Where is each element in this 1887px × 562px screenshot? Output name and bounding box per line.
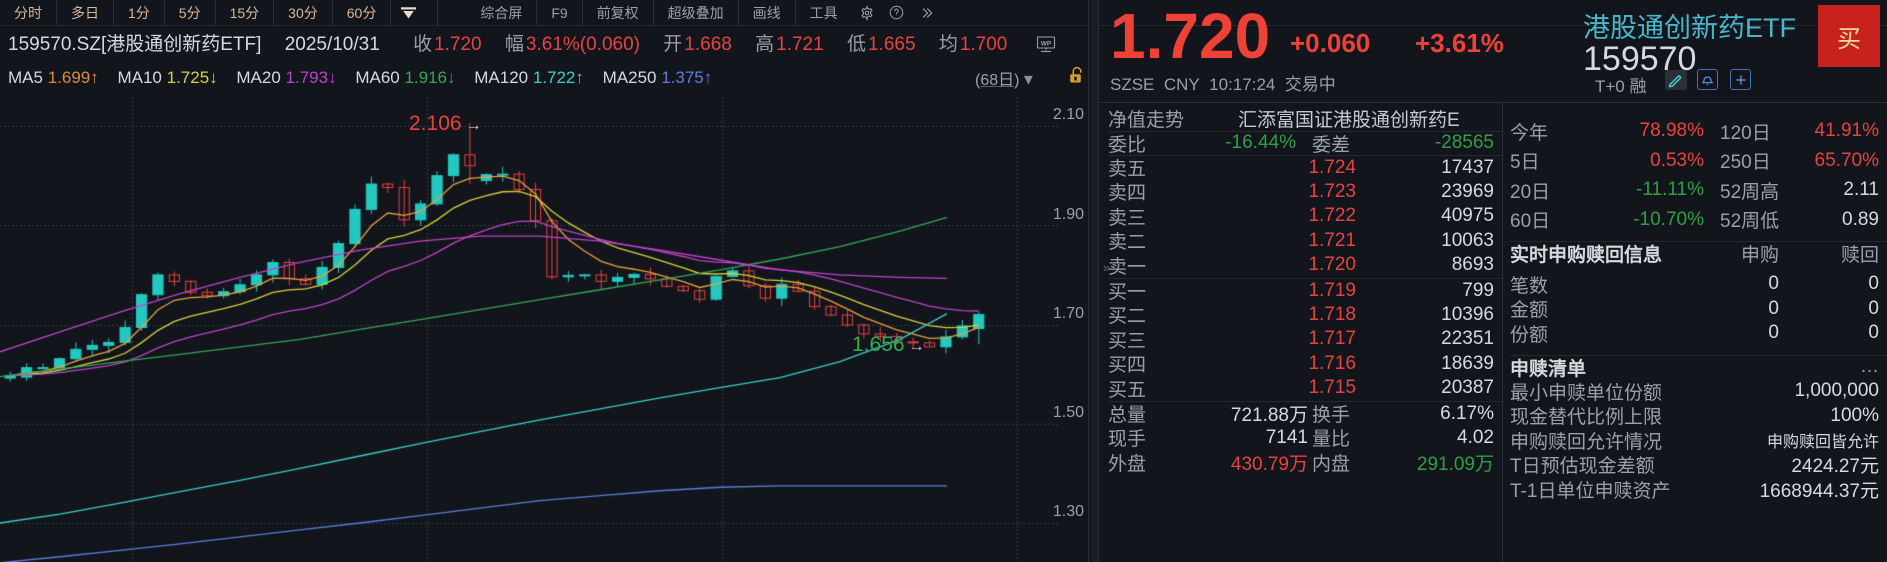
svg-text:WP: WP xyxy=(1040,40,1051,47)
